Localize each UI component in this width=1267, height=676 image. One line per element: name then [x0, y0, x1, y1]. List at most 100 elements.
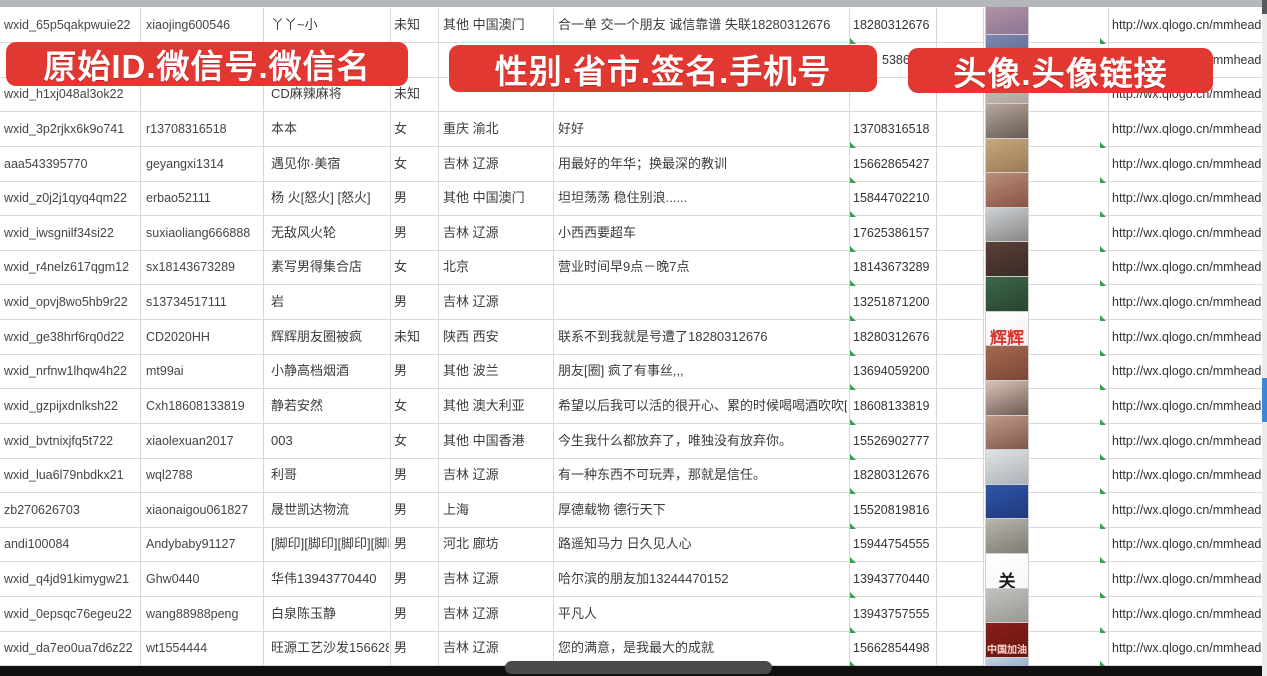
cell-region[interactable]: 河北 廊坊 — [443, 536, 499, 552]
cell-avatar-link[interactable]: http://wx.qlogo.cn/mmhead — [1112, 433, 1262, 448]
cell-region[interactable]: 吉林 辽源 — [443, 640, 499, 656]
cell-phone[interactable]: 15944754555 — [853, 537, 930, 552]
cell-original-id[interactable]: wxid_65p5qakpwuie22 — [4, 18, 131, 32]
cell-signature[interactable]: 有一种东西不可玩弄，那就是信任。 — [558, 467, 767, 483]
cell-original-id[interactable]: wxid_bvtnixjfq5t722 — [4, 433, 114, 448]
cell-wechat-name[interactable]: 静若安然 — [271, 397, 324, 413]
cell-region[interactable]: 吉林 辽源 — [443, 294, 499, 310]
cell-phone[interactable]: 5386 — [882, 52, 910, 67]
cell-phone[interactable]: 15520819816 — [853, 502, 930, 517]
cell-wechat-name[interactable]: 华伟13943770440 — [271, 571, 377, 587]
cell-original-id[interactable]: wxid_r4nelz617qgm12 — [4, 260, 130, 275]
cell-wechat-name[interactable]: 杨 火[怒火] [怒火] — [271, 190, 371, 206]
cell-region[interactable]: 其他 澳大利亚 — [443, 397, 525, 413]
cell-avatar-link[interactable]: http://wx.qlogo.cn/mmhead — [1112, 18, 1262, 32]
cell-original-id[interactable]: wxid_z0j2j1qyq4qm22 — [4, 191, 127, 206]
cell-avatar-link[interactable]: http://wx.qlogo.cn/mmhead — [1112, 502, 1262, 517]
cell-wechat-name[interactable]: 辉辉朋友圈被疯 — [271, 328, 363, 344]
cell-wechat-id[interactable]: s13734517111 — [146, 295, 227, 310]
cell-gender[interactable]: 女 — [394, 432, 408, 448]
cell-wechat-name[interactable]: 本本 — [271, 120, 298, 136]
cell-gender[interactable]: 未知 — [394, 86, 421, 102]
cell-phone[interactable]: 18143673289 — [853, 260, 930, 275]
cell-signature[interactable]: 您的满意，是我最大的成就 — [558, 640, 715, 656]
cell-wechat-id[interactable]: xiaolexuan2017 — [146, 433, 234, 448]
cell-signature[interactable]: 朋友[圈] 疯了有事丝,,, — [558, 363, 684, 379]
cell-wechat-id[interactable]: CD2020HH — [146, 329, 210, 344]
cell-region[interactable]: 吉林 辽源 — [443, 467, 499, 483]
cell-gender[interactable]: 男 — [394, 640, 408, 656]
cell-avatar-link[interactable]: http://wx.qlogo.cn/mmhead — [1112, 121, 1262, 136]
cell-phone[interactable]: 18280312676 — [853, 18, 930, 32]
cell-gender[interactable]: 男 — [394, 536, 408, 552]
cell-signature[interactable]: 希望以后我可以活的很开心、累的时候喝喝酒吹吹[ — [558, 397, 847, 413]
cell-avatar-link[interactable]: http://wx.qlogo.cn/mmhead — [1112, 260, 1262, 275]
cell-signature[interactable]: 联系不到我就是号遭了18280312676 — [558, 328, 768, 344]
cell-wechat-id[interactable]: xiaojing600546 — [146, 18, 231, 32]
cell-signature[interactable]: 厚德载物 德行天下 — [558, 501, 666, 517]
cell-avatar-link[interactable]: http://wx.qlogo.cn/mmhead — [1112, 156, 1262, 171]
cell-signature[interactable]: 平凡人 — [558, 605, 598, 621]
cell-signature[interactable]: 哈尔滨的朋友加13244470152 — [558, 571, 729, 587]
cell-wechat-id[interactable]: wql2788 — [146, 468, 193, 483]
cell-avatar-link[interactable]: http://wx.qlogo.cn/mmhead — [1112, 641, 1262, 656]
cell-original-id[interactable]: wxid_lua6l79nbdkx21 — [4, 468, 124, 483]
cell-signature[interactable]: 用最好的年华；换最深的教训 — [558, 155, 728, 171]
cell-signature[interactable]: 小西西要超车 — [558, 224, 637, 240]
cell-wechat-id[interactable]: erbao52111 — [146, 191, 211, 206]
cell-wechat-name[interactable]: [脚印][脚印][脚印][脚印 — [271, 536, 389, 552]
cell-wechat-id[interactable]: Andybaby91127 — [146, 537, 236, 552]
cell-avatar-link[interactable]: http://wx.qlogo.cn/mmhead — [1112, 295, 1262, 310]
cell-original-id[interactable]: wxid_3p2rjkx6k9o741 — [4, 121, 125, 136]
cell-phone[interactable]: 17625386157 — [853, 225, 930, 240]
cell-signature[interactable]: 今生我什么都放弃了，唯独没有放弃你。 — [558, 432, 793, 448]
cell-wechat-name[interactable]: 旺源工艺沙发15662854 — [271, 640, 389, 656]
cell-region[interactable]: 吉林 辽源 — [443, 605, 499, 621]
cell-wechat-id[interactable]: r13708316518 — [146, 121, 227, 136]
cell-original-id[interactable]: wxid_nrfnw1lhqw4h22 — [4, 364, 127, 379]
cell-phone[interactable]: 13251871200 — [853, 295, 930, 310]
cell-gender[interactable]: 男 — [394, 224, 408, 240]
cell-region[interactable]: 其他 中国香港 — [443, 432, 525, 448]
cell-gender[interactable]: 男 — [394, 467, 408, 483]
cell-avatar-link[interactable]: http://wx.qlogo.cn/mmhead — [1112, 606, 1262, 621]
cell-phone[interactable]: 13708316518 — [853, 121, 930, 136]
cell-region[interactable]: 北京 — [443, 259, 470, 275]
cell-gender[interactable]: 女 — [394, 155, 408, 171]
cell-phone[interactable]: 18280312676 — [853, 329, 930, 344]
horizontal-scrollbar-thumb[interactable] — [505, 661, 772, 674]
cell-wechat-id[interactable]: wang88988peng — [146, 606, 239, 621]
cell-wechat-id[interactable]: xiaonaigou061827 — [146, 502, 249, 517]
cell-gender[interactable]: 男 — [394, 190, 408, 206]
cell-phone[interactable]: 13943770440 — [853, 572, 930, 587]
cell-signature[interactable]: 好好 — [558, 120, 585, 136]
cell-signature[interactable]: 合一单 交一个朋友 诚信靠谱 失联18280312676 — [558, 17, 831, 32]
vertical-scrollbar-thumb[interactable] — [1262, 378, 1267, 422]
cell-gender[interactable]: 女 — [394, 120, 408, 136]
cell-gender[interactable]: 男 — [394, 501, 408, 517]
cell-wechat-name[interactable]: 无敌风火轮 — [271, 224, 337, 240]
cell-wechat-name[interactable]: 素写男得集合店 — [271, 259, 363, 275]
cell-region[interactable]: 其他 波兰 — [443, 363, 499, 379]
cell-wechat-name[interactable]: CD麻辣麻将 — [271, 86, 342, 102]
cell-avatar-link[interactable]: http://wx.qlogo.cn/mmhead — [1112, 468, 1262, 483]
cell-region[interactable]: 上海 — [443, 501, 470, 517]
cell-region[interactable]: 吉林 辽源 — [443, 224, 499, 240]
cell-gender[interactable]: 未知 — [394, 17, 421, 32]
cell-gender[interactable]: 女 — [394, 397, 408, 413]
cell-wechat-name[interactable]: 丫丫~小 — [271, 17, 318, 32]
cell-original-id[interactable]: andi100084 — [4, 537, 70, 552]
cell-wechat-id[interactable]: suxiaoliang666888 — [146, 225, 251, 240]
cell-phone[interactable]: 15526902777 — [853, 433, 930, 448]
cell-avatar-link[interactable]: http://wx.qlogo.cn/mmhead — [1112, 572, 1262, 587]
cell-original-id[interactable]: wxid_iwsgnilf34si22 — [4, 225, 114, 240]
cell-wechat-id[interactable]: wt1554444 — [146, 641, 208, 656]
cell-region[interactable]: 陕西 西安 — [443, 328, 499, 344]
cell-region[interactable]: 吉林 辽源 — [443, 155, 499, 171]
cell-wechat-name[interactable]: 白泉陈玉静 — [271, 605, 337, 621]
cell-avatar-link[interactable]: http://wx.qlogo.cn/mmhead — [1112, 398, 1262, 413]
cell-region[interactable]: 吉林 辽源 — [443, 571, 499, 587]
cell-region[interactable]: 重庆 渝北 — [443, 120, 499, 136]
cell-wechat-name[interactable]: 小静高档烟酒 — [271, 363, 350, 379]
cell-wechat-id[interactable]: sx18143673289 — [146, 260, 235, 275]
